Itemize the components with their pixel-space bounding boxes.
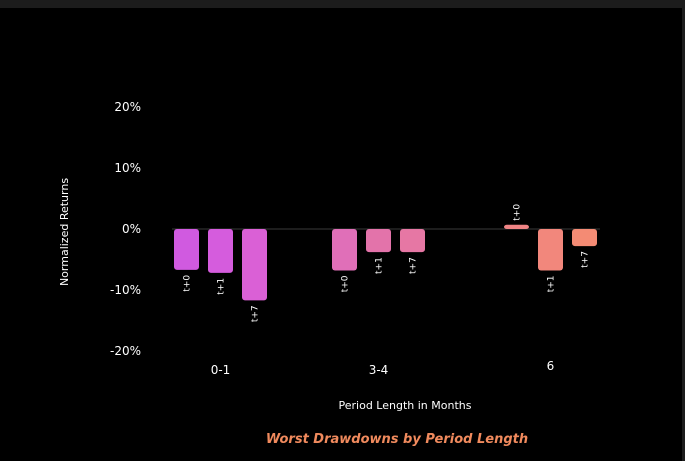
category-label: 0-1 [211,363,231,377]
y-tick-label: 10% [114,161,141,175]
bar-3-4-t+7 [400,229,425,253]
y-tick-label: -20% [110,344,141,358]
bar-label: t+1 [375,257,385,274]
bar-0-1-t+1 [208,229,233,273]
category-labels: 0-1 3-4 6 [211,359,555,377]
y-tick-labels: 20% 10% 0% -10% -20% [110,100,141,358]
bar-0-1-t+7 [242,229,267,301]
y-axis-title: Normalized Returns [58,178,71,286]
bar-6-t+1 [538,229,563,271]
bars: t+0 t+1 t+7 t+0 t+1 t+7 t+0 t+1 t+7 [174,204,597,322]
bar-3-4-t+0 [332,229,357,271]
y-tick-label: 20% [114,100,141,114]
bar-0-1-t+0 [174,229,199,270]
category-label: 6 [547,359,555,373]
category-label: 3-4 [369,363,389,377]
bar-6-t+0 [504,224,529,229]
bar-3-4-t+1 [366,229,391,253]
y-tick-label: 0% [122,222,141,236]
top-bar [0,0,685,8]
bar-6-t+7 [572,229,597,247]
right-edge [682,8,685,461]
bar-label: t+0 [183,275,193,292]
bar-label: t+1 [217,278,227,295]
x-axis-title: Period Length in Months [339,399,472,412]
bar-label: t+0 [341,275,351,292]
bar-label: t+1 [547,275,557,292]
bar-label: t+7 [581,251,591,268]
bar-label: t+0 [513,204,523,221]
bar-label: t+7 [251,305,261,322]
chart-title: Worst Drawdowns by Period Length [266,432,528,447]
y-tick-label: -10% [110,283,141,297]
bar-label: t+7 [409,257,419,274]
